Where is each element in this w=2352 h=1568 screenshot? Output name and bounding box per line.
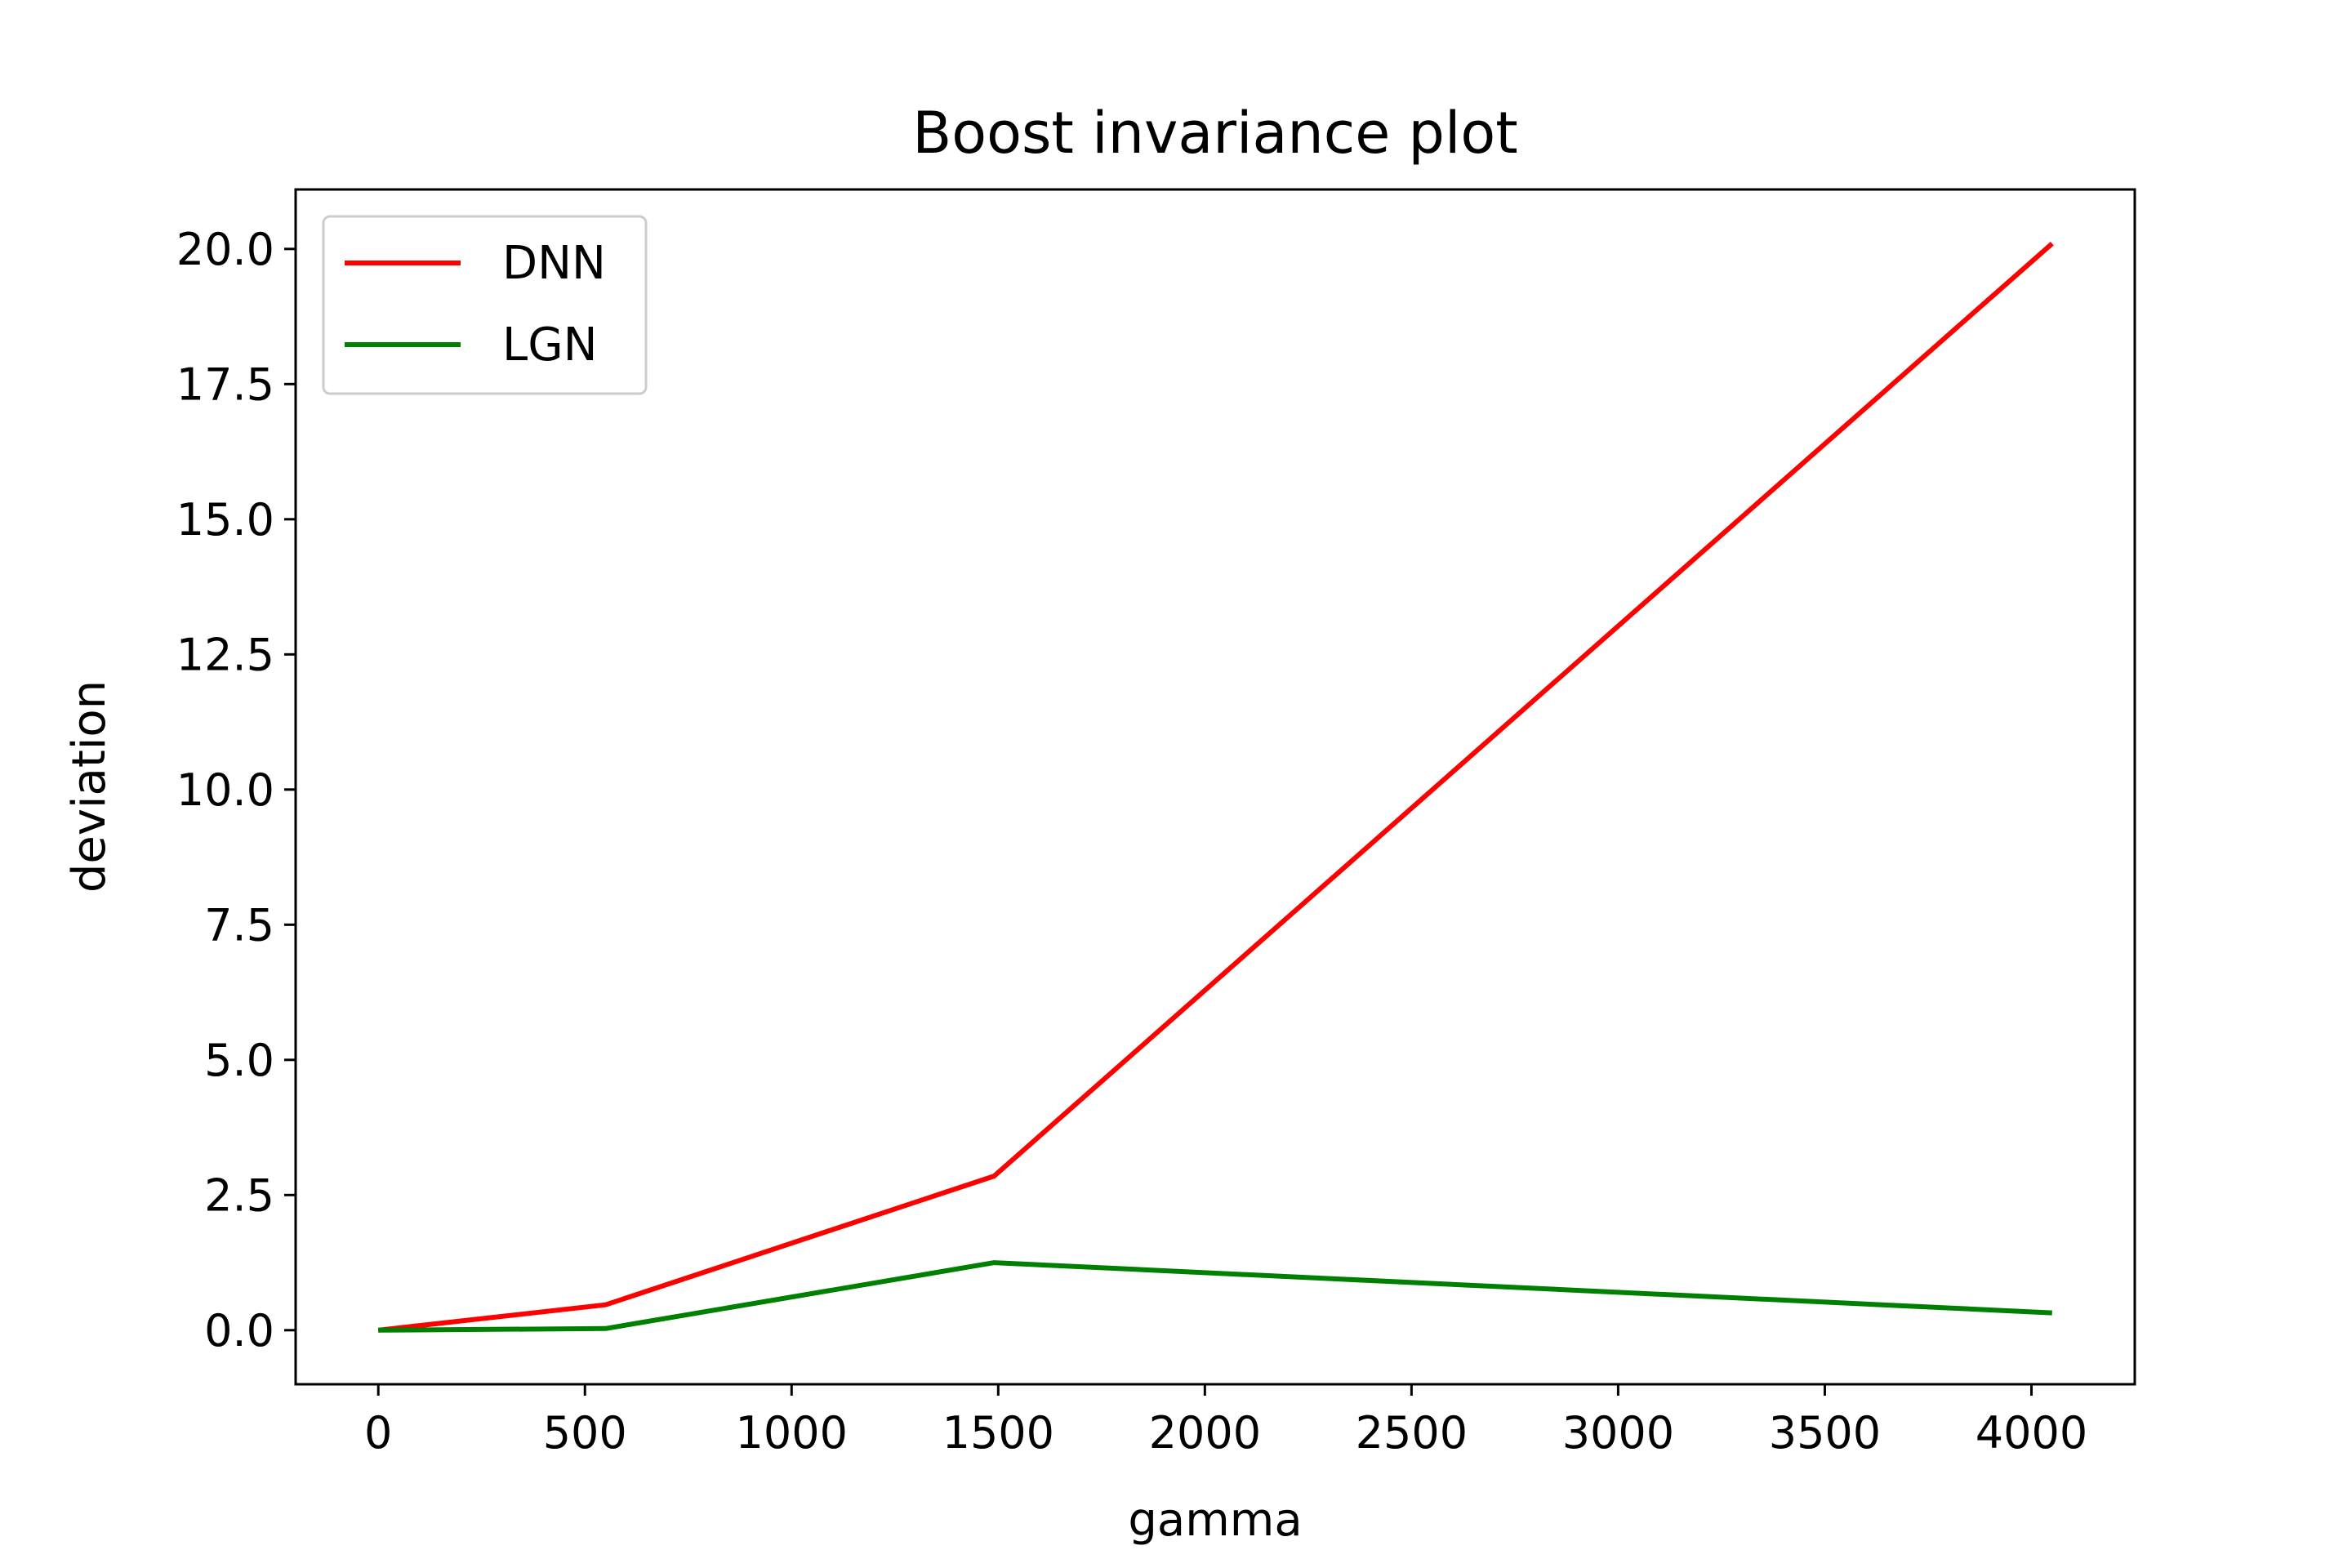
x-tick-label: 3500 bbox=[1769, 1407, 1881, 1459]
x-tick-label: 4000 bbox=[1976, 1407, 2087, 1459]
x-axis-label: gamma bbox=[1128, 1494, 1302, 1547]
y-tick-label: 12.5 bbox=[176, 629, 274, 680]
y-tick-label: 0.0 bbox=[204, 1305, 274, 1356]
legend-label-dnn: DNN bbox=[502, 237, 606, 290]
series-line-lgn bbox=[378, 1260, 2052, 1333]
y-tick-label: 17.5 bbox=[176, 359, 274, 410]
y-tick-label: 15.0 bbox=[176, 494, 274, 546]
y-tick-label: 10.0 bbox=[176, 764, 274, 816]
x-tick-label: 1500 bbox=[942, 1407, 1054, 1459]
y-tick-label: 2.5 bbox=[204, 1169, 274, 1221]
x-tick-label: 2000 bbox=[1149, 1407, 1261, 1459]
y-tick-label: 5.0 bbox=[204, 1035, 274, 1086]
x-tick-label: 0 bbox=[364, 1407, 392, 1459]
series-layer bbox=[377, 241, 2054, 1333]
x-tick-label: 1000 bbox=[736, 1407, 848, 1459]
y-tick-label: 7.5 bbox=[204, 899, 274, 951]
x-tick-label: 500 bbox=[543, 1407, 627, 1459]
series-line-dnn bbox=[377, 241, 2054, 1333]
y-axis-label: deviation bbox=[63, 680, 116, 893]
legend-label-lgn: LGN bbox=[502, 318, 597, 372]
x-tick-label: 3000 bbox=[1562, 1407, 1674, 1459]
y-tick-label: 20.0 bbox=[176, 224, 274, 275]
x-tick-label: 2500 bbox=[1356, 1407, 1468, 1459]
chart-title: Boost invariance plot bbox=[912, 100, 1517, 167]
legend: DNN LGN bbox=[322, 215, 648, 395]
axis-ticks: 0 500 1000 1500 2000 2500 3000 3500 4000 0.0 2.5 5.… bbox=[176, 224, 2087, 1459]
plot-frame bbox=[294, 188, 2136, 1386]
